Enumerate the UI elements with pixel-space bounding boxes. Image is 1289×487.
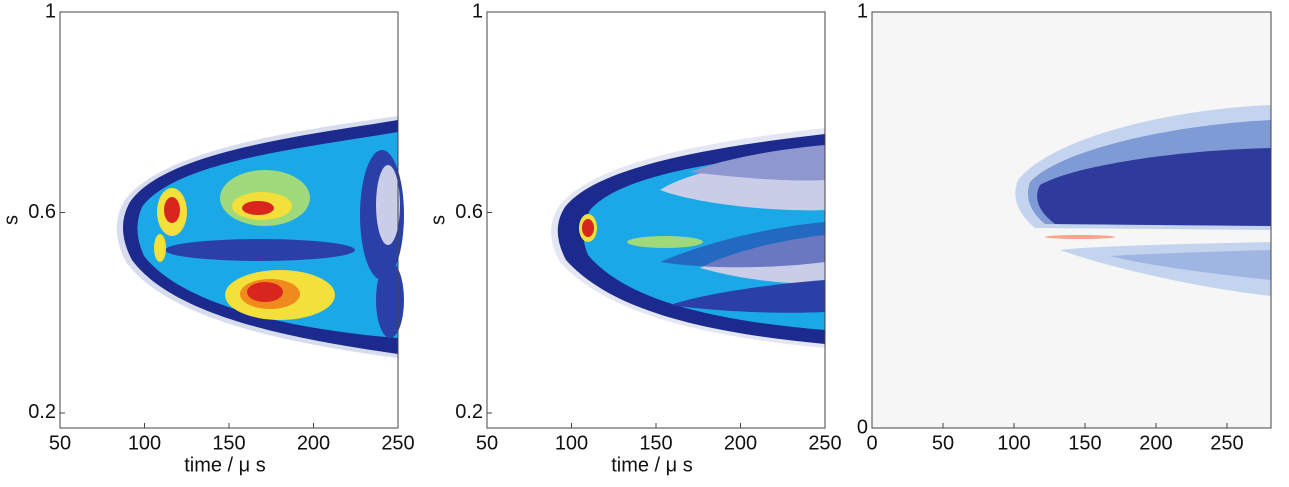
y-tick-label: 0.6 bbox=[28, 201, 56, 223]
contour-field bbox=[116, 116, 404, 358]
x-tick-label: 150 bbox=[639, 432, 672, 454]
contour-field bbox=[1015, 105, 1271, 296]
y-tick-label: 0.2 bbox=[455, 401, 483, 423]
x-tick-label: 0 bbox=[866, 432, 877, 454]
x-tick-label: 100 bbox=[128, 432, 161, 454]
y-tick-label: 0.6 bbox=[455, 201, 483, 223]
x-tick-label: 100 bbox=[997, 432, 1030, 454]
x-tick-label: 50 bbox=[476, 432, 498, 454]
x-tick-label: 100 bbox=[555, 432, 588, 454]
x-axis-label: time / μ s bbox=[611, 454, 693, 476]
x-tick-label: 50 bbox=[49, 432, 71, 454]
y-tick-label: 0.2 bbox=[28, 401, 56, 423]
x-tick-label: 200 bbox=[724, 432, 757, 454]
x-tick-label: 50 bbox=[932, 432, 954, 454]
x-tick-label: 200 bbox=[1139, 432, 1172, 454]
x-tick-label: 150 bbox=[212, 432, 245, 454]
x-tick-label: 200 bbox=[297, 432, 330, 454]
plot-frame bbox=[871, 11, 1272, 429]
y-axis-label: s bbox=[0, 215, 22, 225]
x-axis-label: time / μ s bbox=[184, 454, 266, 476]
panel: 50 100 150 200 250 0.2 0.6 1 time / μ s s bbox=[427, 0, 841, 476]
y-tick-label: 1 bbox=[472, 0, 483, 22]
x-tick-label: 250 bbox=[381, 432, 414, 454]
x-tick-label: 250 bbox=[808, 432, 841, 454]
x-tick-label: 250 bbox=[1210, 432, 1243, 454]
panel: 0 50 100 150 200 250 0 1 bbox=[857, 0, 1272, 454]
x-tick-label: 150 bbox=[1068, 432, 1101, 454]
y-axis-label: s bbox=[427, 215, 449, 225]
y-tick-label: 1 bbox=[857, 0, 868, 22]
y-tick-label: 0 bbox=[857, 416, 868, 438]
y-tick-label: 1 bbox=[45, 0, 56, 22]
contour-field bbox=[551, 128, 825, 348]
panel: 50 100 150 200 250 0.2 0.6 1 time / μ s s bbox=[0, 0, 414, 476]
